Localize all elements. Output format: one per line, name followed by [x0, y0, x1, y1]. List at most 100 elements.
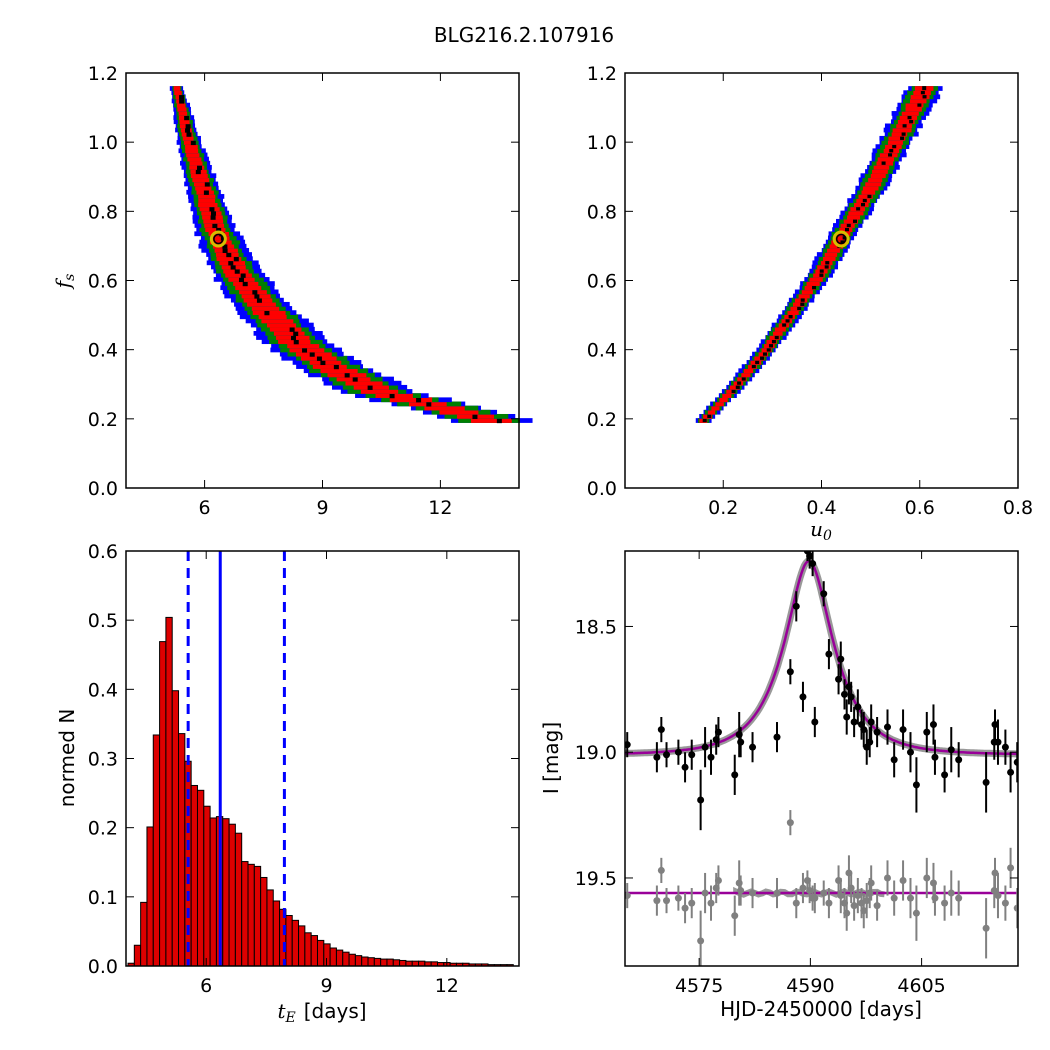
te-fs-best-region-cell — [238, 277, 244, 283]
te-fs-best-fit-marker — [209, 230, 227, 248]
u0-fs-sigma1-cell — [887, 140, 903, 145]
data-point — [792, 602, 800, 610]
u0-fs-sigma1-cell — [766, 339, 777, 345]
te-histogram-ylabel: normed N — [55, 709, 79, 808]
te-histogram-bar — [266, 889, 274, 967]
u0-fs-best-region-cell — [782, 322, 787, 327]
te-histogram-bar — [367, 957, 375, 967]
te-fs-xtick-label: 12 — [428, 497, 452, 519]
data-point — [809, 560, 817, 568]
u0-fs-best-region-cell — [862, 198, 867, 203]
residuals-point — [773, 889, 781, 897]
te-histogram-bar — [228, 823, 236, 967]
lightcurve-xlabel: HJD-2450000 [days] — [720, 997, 922, 1021]
te-fs-sigma1-cell — [186, 152, 200, 158]
figure-title: BLG216.2.107916 — [434, 23, 614, 47]
te-histogram-ytick-label: 0.4 — [88, 679, 118, 701]
data-point — [825, 650, 833, 658]
data-point — [991, 721, 999, 729]
te-fs-sigma1-cell — [216, 256, 242, 262]
u0-fs-best-region-cell — [888, 152, 893, 157]
u0-fs-sigma1-cell — [872, 169, 888, 174]
u0-fs-sigma1-cell — [761, 347, 772, 353]
te-fs-best-region-cell — [316, 355, 322, 361]
te-histogram-ytick-label: 0.6 — [88, 541, 118, 563]
te-fs-best-region-cell — [197, 164, 203, 170]
te-histogram-bar — [159, 641, 167, 967]
u0-fs-ytick-label: 1.0 — [587, 132, 617, 154]
te-histogram-bar — [152, 734, 161, 967]
te-histogram-frame — [125, 550, 520, 967]
u0-fs-best-region-cell — [707, 413, 712, 418]
residuals-point — [923, 874, 931, 882]
te-fs-sigma1-cell — [183, 140, 196, 145]
data-point — [714, 728, 722, 736]
te-fs-best-region-cell — [289, 326, 295, 332]
residuals-point — [994, 892, 1002, 900]
u0-fs-best-region-cell — [812, 285, 817, 290]
te-fs-ytick-label: 0.0 — [88, 478, 118, 500]
u0-fs-best-fit-marker — [832, 230, 850, 248]
u0-fs-best-region-cell — [881, 160, 886, 165]
u0-fs-sigma1-cell — [834, 235, 848, 241]
u0-fs-best-region-cell — [856, 206, 861, 211]
lightcurve-xtick-label: 4590 — [786, 975, 834, 997]
te-fs-sigma1-cell — [177, 106, 187, 112]
te-histogram-bar — [272, 900, 281, 967]
data-point — [847, 693, 855, 701]
te-fs-best-region-cell — [209, 206, 215, 212]
residuals-point — [863, 897, 871, 905]
u0-fs-xtick-label: 0.6 — [905, 497, 935, 519]
u0-fs-sigma1-cell — [793, 301, 805, 307]
te-fs-sigma1-cell — [320, 368, 358, 374]
te-histogram-xlabel-unit: [days] — [304, 999, 367, 1023]
te-fs-sigma1-cell — [309, 360, 342, 365]
residuals-point — [883, 874, 891, 882]
data-point — [688, 751, 696, 759]
u0-fs-sigma1-cell — [905, 102, 924, 108]
u0-fs-best-region-cell — [902, 123, 907, 128]
data-point — [701, 743, 709, 751]
te-fs-ytick-label: 0.4 — [88, 340, 118, 362]
te-fs-best-region-cell — [242, 281, 248, 287]
residuals-point — [854, 892, 862, 900]
residuals-point — [931, 894, 939, 902]
u0-fs-ticks: 0.2 0.4 0.6 0.8 0.0 0.2 0.4 0.6 0.8 1.0 1.2 — [587, 63, 1033, 519]
te-fs-best-region-cell — [195, 169, 201, 175]
data-point — [799, 693, 807, 701]
te-fs-best-region-cell — [240, 272, 246, 278]
u0-fs-sigma1-cell — [790, 306, 801, 311]
te-fs-best-region-cell — [496, 418, 502, 424]
residuals-point — [749, 889, 757, 897]
u0-fs-best-region-cell — [867, 194, 872, 199]
te-fs-sigma1-cell — [178, 111, 188, 116]
te-histogram-bar — [209, 817, 217, 967]
te-histogram-bar — [285, 915, 293, 967]
te-fs-sigma1-cell — [185, 144, 198, 149]
lightcurve-xtick-label: 4605 — [897, 975, 945, 997]
lightcurve-ticks: 4575 4590 4605 18.5 19.0 19.5 — [575, 551, 1018, 997]
u0-fs-sigma1-cell — [905, 106, 922, 112]
te-fs-sigma1-cell — [187, 156, 202, 162]
te-fs-best-region-cell — [293, 339, 299, 345]
u0-fs-best-region-cell — [741, 376, 746, 381]
residuals-point — [786, 819, 794, 827]
residuals-point — [657, 866, 665, 874]
residuals-point — [1007, 864, 1015, 872]
lightcurve-xtick-label: 4575 — [675, 975, 723, 997]
te-fs-sigma1-cell — [261, 318, 294, 324]
te-fs-sigma1-cell — [424, 405, 465, 411]
data-point — [731, 771, 739, 779]
te-histogram-bar — [178, 733, 186, 967]
te-fs-best-region-cell — [222, 243, 228, 249]
residuals-point — [663, 897, 671, 905]
data-point — [906, 748, 914, 756]
te-histogram-bar — [298, 925, 306, 967]
te-histogram-bar — [253, 865, 262, 967]
data-point — [899, 726, 907, 734]
te-histogram-bar — [260, 876, 268, 967]
u0-fs-sigma1-cell — [804, 285, 816, 291]
u0-fs-sigma1-cell — [848, 210, 864, 216]
te-fs-ytick-label: 1.0 — [88, 132, 118, 154]
te-fs-best-region-cell — [216, 227, 222, 233]
